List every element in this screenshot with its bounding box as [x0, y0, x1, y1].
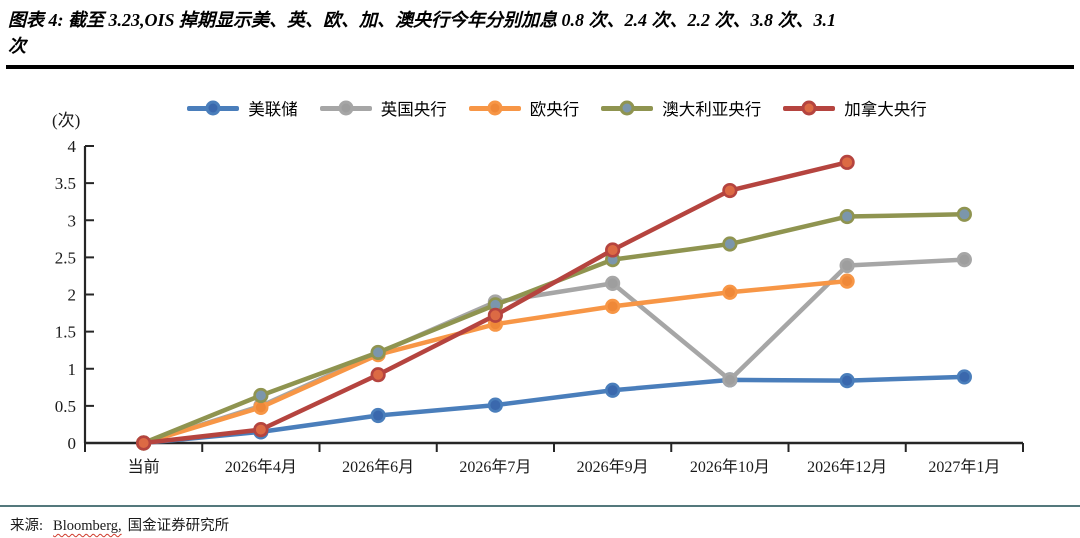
line-chart: 0 0.5 1 1.5 2 2.5 3 3.5 4 当前 2026年4月 2026年6月 2026年7月…: [52, 111, 1024, 476]
legend-marker-dot: [619, 100, 635, 116]
data-point: [839, 208, 855, 225]
legend-item-美联储: 美联储: [187, 96, 298, 120]
svg-text:2026年9月: 2026年9月: [577, 458, 649, 476]
data-point: [605, 242, 621, 258]
legend-item-欧央行: 欧央行: [468, 96, 580, 120]
y-axis-unit-label: (次): [52, 111, 80, 130]
legend-item-加拿大央行: 加拿大央行: [783, 96, 927, 120]
data-point: [839, 257, 855, 274]
data-point: [136, 435, 152, 451]
legend-label: 加拿大央行: [844, 100, 927, 119]
legend-label: 澳大利亚央行: [662, 100, 762, 119]
figure-title: 图表 4: 截至 3.23,OIS 掉期显示美、英、欧、加、澳央行今年分别加息 …: [0, 0, 1080, 62]
legend-marker: [187, 100, 240, 116]
figure-title-line1: 图表 4: 截至 3.23,OIS 掉期显示美、英、欧、加、澳央行今年分别加息 …: [8, 10, 837, 30]
source-footer: 来源: Bloomberg, 国金证券研究所: [0, 505, 1080, 538]
svg-text:3.5: 3.5: [55, 174, 76, 193]
data-point: [722, 372, 738, 388]
source-text: 来源: Bloomberg, 国金证券研究所: [0, 507, 1080, 535]
svg-text:1.5: 1.5: [55, 323, 76, 342]
legend-marker: [468, 100, 521, 116]
legend-marker: [601, 100, 654, 116]
data-point: [370, 407, 386, 424]
data-point: [722, 284, 738, 300]
data-point: [722, 236, 738, 252]
legend-item-澳大利亚央行: 澳大利亚央行: [601, 96, 761, 120]
svg-text:2026年4月: 2026年4月: [225, 458, 297, 476]
legend-label: 美联储: [248, 100, 298, 119]
data-point: [487, 307, 503, 323]
legend-label: 欧央行: [529, 100, 580, 119]
data-point: [370, 344, 386, 361]
svg-text:3: 3: [68, 211, 77, 230]
data-point: [956, 206, 972, 222]
source-institute: 国金证券研究所: [127, 518, 230, 534]
svg-text:2: 2: [68, 286, 77, 305]
data-point: [722, 182, 738, 199]
source-bloomberg: Bloomberg,: [53, 518, 122, 534]
svg-text:2026年7月: 2026年7月: [459, 458, 531, 476]
data-point: [839, 154, 855, 170]
legend-label: 英国央行: [380, 100, 447, 119]
x-ticks: [84, 443, 1024, 452]
data-point: [370, 367, 386, 383]
figure-title-line2: 次: [8, 36, 26, 56]
source-prefix: 来源:: [10, 518, 44, 534]
legend-marker-dot: [801, 100, 817, 116]
svg-text:0: 0: [68, 434, 77, 453]
svg-text:2026年12月: 2026年12月: [807, 458, 887, 476]
data-point: [839, 273, 855, 289]
footer-divider: [0, 505, 1080, 507]
svg-text:2027年1月: 2027年1月: [928, 458, 1000, 476]
svg-text:2026年6月: 2026年6月: [342, 458, 414, 476]
svg-text:2.5: 2.5: [55, 248, 76, 267]
legend-marker: [783, 100, 836, 116]
data-point: [605, 275, 621, 291]
legend-marker: [319, 100, 372, 116]
title-divider: [6, 65, 1074, 69]
x-tick-labels: 当前 2026年4月 2026年6月 2026年7月 2026年9月 2026年10月 20…: [128, 458, 1001, 476]
legend-marker-dot: [487, 100, 503, 116]
data-point: [253, 422, 269, 438]
data-point: [956, 369, 972, 385]
data-point: [956, 252, 972, 268]
chart-area: 0 0.5 1 1.5 2 2.5 3 3.5 4 当前 2026年4月 2026年6月 2026年7月…: [0, 69, 1080, 504]
y-ticks: [85, 145, 94, 444]
chart-legend: 美联储 英国央行 欧央行 澳大利亚央行 加拿大央行: [0, 96, 1080, 120]
data-point: [605, 382, 621, 398]
y-tick-labels: 0 0.5 1 1.5 2 2.5 3 3.5 4: [55, 137, 77, 453]
data-point: [487, 397, 503, 413]
svg-text:4: 4: [68, 137, 77, 156]
series-加拿大央行: [136, 154, 855, 451]
data-point: [253, 387, 269, 404]
data-point: [839, 373, 855, 389]
svg-text:当前: 当前: [128, 458, 160, 476]
data-point: [605, 298, 621, 314]
legend-marker-dot: [205, 100, 221, 116]
legend-item-英国央行: 英国央行: [319, 96, 447, 120]
legend-marker-dot: [338, 100, 354, 116]
svg-text:1: 1: [68, 360, 77, 379]
svg-text:0.5: 0.5: [55, 397, 76, 416]
svg-text:2026年10月: 2026年10月: [690, 458, 770, 476]
